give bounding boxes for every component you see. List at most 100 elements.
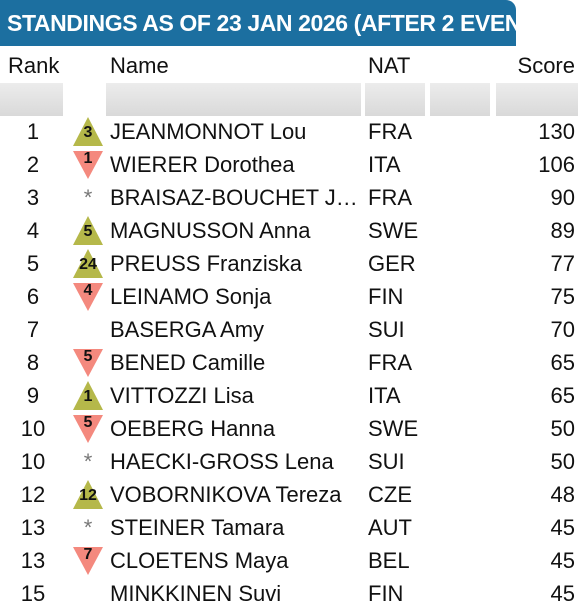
nation-code: FIN <box>368 284 404 309</box>
nation-code: ITA <box>368 383 401 408</box>
table-row: 10 5 OEBERG Hanna SWE 50 <box>0 412 578 445</box>
rank-change-indicator: 12 <box>70 478 106 511</box>
rank-cell: 3 <box>26 185 40 210</box>
nation-code: FIN <box>368 581 404 606</box>
score-cell: 70 <box>550 317 575 342</box>
rank-change-value: 4 <box>83 282 93 299</box>
rank-cell: 5 <box>26 251 40 276</box>
score-cell: 75 <box>550 284 575 309</box>
score-cell: 50 <box>550 449 575 474</box>
triangle-up-icon <box>73 249 103 278</box>
nation-code: SWE <box>368 416 419 441</box>
table-row: 6 4 LEINAMO Sonja FIN 75 <box>0 280 578 313</box>
triangle-down-icon <box>73 349 103 377</box>
rank-change-value: 24 <box>79 256 97 273</box>
table-row: 8 5 BENED Camille FRA 65 <box>0 346 578 379</box>
athlete-name: BASERGA Amy <box>110 317 265 342</box>
nation-code: ITA <box>368 152 401 177</box>
table-row: 15 MINKKINEN Suvi FIN 45 <box>0 577 578 610</box>
table-row: 1 3 JEANMONNOT Lou FRA 130 <box>0 115 578 148</box>
score-cell: 77 <box>550 251 575 276</box>
nation-code: FRA <box>368 185 412 210</box>
header-band-name <box>106 83 361 116</box>
rank-cell: 2 <box>26 152 40 177</box>
rank-change-indicator: * <box>70 181 106 214</box>
rank-change-indicator: 3 <box>70 115 106 148</box>
athlete-name: MINKKINEN Suvi <box>110 581 282 606</box>
rank-change-indicator: 5 <box>70 346 106 379</box>
rank-change-indicator: 24 <box>70 247 106 280</box>
athlete-name: WIERER Dorothea <box>110 152 295 177</box>
rank-change-indicator: 4 <box>70 280 106 313</box>
score-cell: 65 <box>550 383 575 408</box>
rank-change-value: 7 <box>83 546 93 563</box>
table-row: 13 7 CLOETENS Maya BEL 45 <box>0 544 578 577</box>
rank-cell: 8 <box>26 350 40 375</box>
rank-cell: 10 <box>20 416 46 441</box>
nation-code: BEL <box>368 548 410 573</box>
rank-change-indicator: 5 <box>70 412 106 445</box>
table-row: 5 24 PREUSS Franziska GER 77 <box>0 247 578 280</box>
athlete-name: LEINAMO Sonja <box>110 284 272 309</box>
header-band-nat <box>365 83 425 116</box>
rank-cell: 13 <box>20 548 46 573</box>
standings-title: STANDINGS AS OF 23 JAN 2026 (AFTER 2 EVE… <box>0 0 557 46</box>
rank-change-value: 5 <box>83 223 93 240</box>
nation-code: SWE <box>368 218 419 243</box>
rank-cell: 15 <box>20 581 46 606</box>
asterisk-icon: * <box>83 185 93 210</box>
rank-cell: 1 <box>26 119 40 144</box>
table-row: 10 * HAECKI-GROSS Lena SUI 50 <box>0 445 578 478</box>
rank-change-value: 3 <box>83 124 93 141</box>
nation-code: CZE <box>368 482 412 507</box>
table-row: 13 * STEINER Tamara AUT 45 <box>0 511 578 544</box>
rank-change-value: 12 <box>79 487 97 504</box>
nation-code: FRA <box>368 350 412 375</box>
triangle-down-icon <box>73 415 103 443</box>
rank-cell: 7 <box>26 317 40 342</box>
nation-code: SUI <box>368 317 405 342</box>
rank-change-indicator: 1 <box>70 379 106 412</box>
rank-change-value: 5 <box>83 414 93 431</box>
athlete-name: JEANMONNOT Lou <box>110 119 307 144</box>
rank-change-value: 1 <box>83 150 93 167</box>
nation-code: SUI <box>368 449 405 474</box>
triangle-up-icon <box>73 216 103 245</box>
rank-change-indicator: 7 <box>70 544 106 577</box>
rank-cell: 13 <box>20 515 46 540</box>
header-nat: NAT <box>368 53 411 78</box>
score-cell: 90 <box>550 185 575 210</box>
nation-code: AUT <box>368 515 412 540</box>
rank-change-indicator <box>70 313 106 346</box>
table-row: 9 1 VITTOZZI Lisa ITA 65 <box>0 379 578 412</box>
rank-change-indicator: * <box>70 511 106 544</box>
rank-cell: 9 <box>26 383 40 408</box>
rank-change-indicator: 5 <box>70 214 106 247</box>
athlete-name: MAGNUSSON Anna <box>110 218 311 243</box>
score-cell: 89 <box>550 218 575 243</box>
athlete-name: PREUSS Franziska <box>110 251 302 276</box>
score-cell: 45 <box>550 515 575 540</box>
triangle-up-icon <box>73 480 103 509</box>
score-cell: 65 <box>550 350 575 375</box>
rank-change-value: 1 <box>83 388 93 405</box>
nation-code: FRA <box>368 119 412 144</box>
rank-change-value: 5 <box>83 348 93 365</box>
nation-code: GER <box>368 251 416 276</box>
score-cell: 45 <box>550 548 575 573</box>
header-band-spacer <box>430 83 490 116</box>
athlete-name: BENED Camille <box>110 350 266 375</box>
header-name: Name <box>110 53 169 78</box>
asterisk-icon: * <box>83 515 93 540</box>
athlete-name: OEBERG Hanna <box>110 416 276 441</box>
table-row: 7 BASERGA Amy SUI 70 <box>0 313 578 346</box>
table-row: 3 * BRAISAZ-BOUCHET Ju… FRA 90 <box>0 181 578 214</box>
triangle-down-icon <box>73 283 103 311</box>
rank-change-indicator: * <box>70 445 106 478</box>
rank-cell: 6 <box>26 284 40 309</box>
athlete-name: STEINER Tamara <box>110 515 285 540</box>
rank-change-indicator: 1 <box>70 148 106 181</box>
score-cell: 45 <box>550 581 575 606</box>
athlete-name: VOBORNIKOVA Tereza <box>110 482 342 507</box>
triangle-up-icon <box>73 117 103 146</box>
